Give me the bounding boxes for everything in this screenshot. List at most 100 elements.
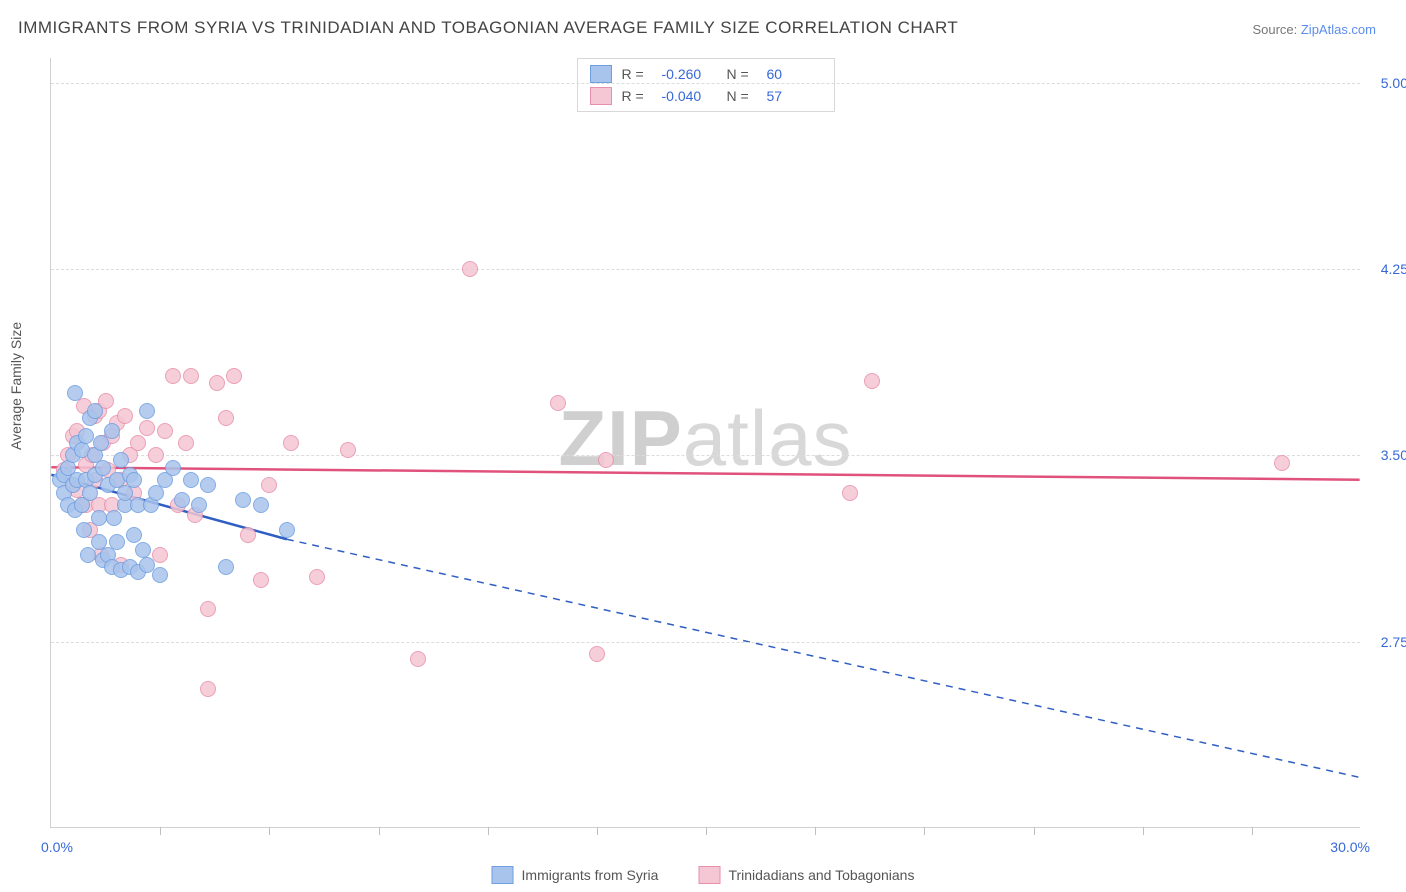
data-point	[91, 510, 107, 526]
correlation-legend: R = -0.260 N = 60 R = -0.040 N = 57	[577, 58, 835, 112]
legend-row-series-0: R = -0.260 N = 60	[590, 63, 822, 85]
data-point	[340, 442, 356, 458]
data-point	[191, 497, 207, 513]
data-point	[550, 395, 566, 411]
x-tick	[924, 827, 925, 835]
n-value-1: 57	[767, 88, 822, 104]
x-tick	[1034, 827, 1035, 835]
data-point	[76, 522, 92, 538]
r-label-0: R =	[622, 66, 652, 82]
data-point	[126, 527, 142, 543]
source-prefix: Source:	[1252, 22, 1300, 37]
r-value-0: -0.260	[662, 66, 717, 82]
data-point	[209, 375, 225, 391]
legend-item-1: Trinidadians and Tobagonians	[698, 866, 914, 884]
data-point	[240, 527, 256, 543]
x-tick	[1252, 827, 1253, 835]
data-point	[78, 428, 94, 444]
x-axis-min-label: 0.0%	[41, 839, 73, 855]
data-point	[598, 452, 614, 468]
r-label-1: R =	[622, 88, 652, 104]
data-point	[82, 485, 98, 501]
y-tick-label: 4.25	[1381, 261, 1406, 277]
data-point	[104, 423, 120, 439]
data-point	[67, 385, 83, 401]
data-point	[148, 447, 164, 463]
x-axis-max-label: 30.0%	[1330, 839, 1370, 855]
data-point	[218, 559, 234, 575]
data-point	[226, 368, 242, 384]
data-point	[80, 547, 96, 563]
data-point	[462, 261, 478, 277]
gridline-h	[51, 455, 1360, 456]
data-point	[283, 435, 299, 451]
x-tick	[815, 827, 816, 835]
x-tick	[379, 827, 380, 835]
data-point	[309, 569, 325, 585]
data-point	[106, 510, 122, 526]
data-point	[864, 373, 880, 389]
legend-swatch-1	[590, 87, 612, 105]
data-point	[261, 477, 277, 493]
data-point	[165, 368, 181, 384]
data-point	[139, 403, 155, 419]
data-point	[218, 410, 234, 426]
data-point	[279, 522, 295, 538]
data-point	[200, 601, 216, 617]
data-point	[589, 646, 605, 662]
source-attribution: Source: ZipAtlas.com	[1252, 22, 1376, 37]
data-point	[253, 572, 269, 588]
data-point	[93, 435, 109, 451]
series-name-1: Trinidadians and Tobagonians	[728, 867, 914, 883]
r-value-1: -0.040	[662, 88, 717, 104]
x-tick	[488, 827, 489, 835]
data-point	[253, 497, 269, 513]
x-tick	[269, 827, 270, 835]
watermark: ZIPatlas	[558, 392, 852, 483]
gridline-h	[51, 642, 1360, 643]
data-point	[165, 460, 181, 476]
y-tick-label: 2.75	[1381, 634, 1406, 650]
x-tick	[597, 827, 598, 835]
data-point	[126, 472, 142, 488]
y-axis-label: Average Family Size	[8, 322, 24, 450]
y-tick-label: 5.00	[1381, 75, 1406, 91]
data-point	[235, 492, 251, 508]
data-point	[135, 542, 151, 558]
legend-swatch-0	[590, 65, 612, 83]
legend-row-series-1: R = -0.040 N = 57	[590, 85, 822, 107]
series-legend: Immigrants from Syria Trinidadians and T…	[492, 866, 915, 884]
data-point	[139, 420, 155, 436]
data-point	[842, 485, 858, 501]
data-point	[113, 452, 129, 468]
data-point	[200, 681, 216, 697]
data-point	[87, 403, 103, 419]
data-point	[183, 472, 199, 488]
data-point	[117, 408, 133, 424]
n-label-0: N =	[727, 66, 757, 82]
legend-swatch-bottom-0	[492, 866, 514, 884]
y-tick-label: 3.50	[1381, 447, 1406, 463]
data-point	[410, 651, 426, 667]
legend-swatch-bottom-1	[698, 866, 720, 884]
data-point	[109, 534, 125, 550]
data-point	[200, 477, 216, 493]
x-tick	[160, 827, 161, 835]
gridline-h	[51, 83, 1360, 84]
n-label-1: N =	[727, 88, 757, 104]
watermark-light: atlas	[683, 393, 853, 481]
data-point	[1274, 455, 1290, 471]
scatter-plot-area: ZIPatlas R = -0.260 N = 60 R = -0.040 N …	[50, 58, 1360, 828]
source-link[interactable]: ZipAtlas.com	[1301, 22, 1376, 37]
data-point	[174, 492, 190, 508]
series-name-0: Immigrants from Syria	[522, 867, 659, 883]
n-value-0: 60	[767, 66, 822, 82]
data-point	[95, 460, 111, 476]
data-point	[157, 423, 173, 439]
data-point	[130, 435, 146, 451]
watermark-bold: ZIP	[558, 393, 682, 481]
data-point	[152, 547, 168, 563]
trend-lines-svg	[51, 58, 1360, 827]
chart-title: IMMIGRANTS FROM SYRIA VS TRINIDADIAN AND…	[18, 18, 958, 38]
legend-item-0: Immigrants from Syria	[492, 866, 659, 884]
